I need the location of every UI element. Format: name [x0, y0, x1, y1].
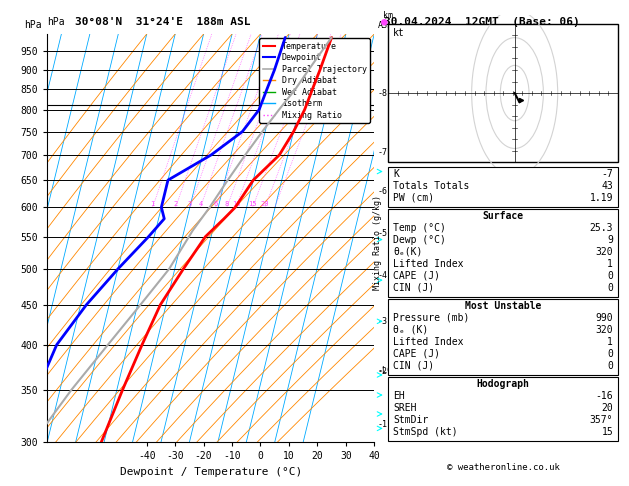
Text: 30.04.2024  12GMT  (Base: 06): 30.04.2024 12GMT (Base: 06) — [384, 17, 579, 27]
Text: K: K — [393, 169, 399, 179]
Text: 30°08'N  31°24'E  188m ASL: 30°08'N 31°24'E 188m ASL — [75, 17, 251, 27]
Text: 15: 15 — [601, 427, 613, 437]
Text: CIN (J): CIN (J) — [393, 283, 435, 293]
Text: Totals Totals: Totals Totals — [393, 181, 470, 191]
Text: 990: 990 — [596, 313, 613, 323]
X-axis label: Dewpoint / Temperature (°C): Dewpoint / Temperature (°C) — [120, 467, 302, 477]
FancyBboxPatch shape — [389, 24, 618, 162]
Text: EH: EH — [393, 391, 405, 401]
Text: -2: -2 — [377, 367, 387, 376]
Text: Pressure (mb): Pressure (mb) — [393, 313, 470, 323]
Text: Most Unstable: Most Unstable — [465, 301, 542, 311]
Text: 10: 10 — [231, 201, 240, 207]
Text: Temp (°C): Temp (°C) — [393, 223, 446, 233]
Text: Hodograph: Hodograph — [477, 379, 530, 389]
Text: 43: 43 — [601, 181, 613, 191]
Text: -1: -1 — [377, 420, 387, 429]
Text: -3: -3 — [377, 317, 387, 326]
Text: Dewp (°C): Dewp (°C) — [393, 235, 446, 245]
Text: 25.3: 25.3 — [589, 223, 613, 233]
Text: 8: 8 — [225, 201, 229, 207]
Text: km
ASL: km ASL — [377, 11, 392, 30]
Text: 0: 0 — [607, 349, 613, 359]
Text: 3: 3 — [188, 201, 192, 207]
FancyBboxPatch shape — [389, 377, 618, 441]
Text: 20: 20 — [261, 201, 269, 207]
Text: kt: kt — [393, 29, 405, 38]
Text: Surface: Surface — [482, 211, 524, 221]
Text: 1: 1 — [607, 337, 613, 347]
Text: 0: 0 — [607, 283, 613, 293]
Text: θₑ(K): θₑ(K) — [393, 247, 423, 257]
Text: Lifted Index: Lifted Index — [393, 337, 464, 347]
Text: hPa: hPa — [47, 17, 65, 27]
Text: -16: -16 — [596, 391, 613, 401]
FancyBboxPatch shape — [389, 209, 618, 296]
Text: -LCL: -LCL — [377, 366, 398, 375]
Text: Mixing Ratio (g/kg): Mixing Ratio (g/kg) — [373, 195, 382, 291]
Text: -7: -7 — [601, 169, 613, 179]
Text: CAPE (J): CAPE (J) — [393, 349, 440, 359]
Text: 0: 0 — [607, 361, 613, 371]
Text: CAPE (J): CAPE (J) — [393, 271, 440, 281]
Text: © weatheronline.co.uk: © weatheronline.co.uk — [447, 463, 560, 471]
FancyBboxPatch shape — [389, 299, 618, 375]
Text: 4: 4 — [198, 201, 203, 207]
Text: 20: 20 — [601, 403, 613, 413]
Text: 1: 1 — [607, 259, 613, 269]
Text: 1.19: 1.19 — [589, 193, 613, 203]
Text: -7: -7 — [377, 148, 387, 156]
Text: θₑ (K): θₑ (K) — [393, 325, 428, 335]
Text: PW (cm): PW (cm) — [393, 193, 435, 203]
Text: 15: 15 — [248, 201, 257, 207]
Text: StmSpd (kt): StmSpd (kt) — [393, 427, 458, 437]
Text: 1: 1 — [150, 201, 155, 207]
Text: 2: 2 — [174, 201, 178, 207]
Text: StmDir: StmDir — [393, 415, 428, 425]
Text: 9: 9 — [607, 235, 613, 245]
Text: -5: -5 — [377, 229, 387, 238]
Legend: Temperature, Dewpoint, Parcel Trajectory, Dry Adiabat, Wet Adiabat, Isotherm, Mi: Temperature, Dewpoint, Parcel Trajectory… — [259, 38, 370, 123]
Text: 320: 320 — [596, 325, 613, 335]
Text: hPa: hPa — [25, 20, 42, 30]
Text: 320: 320 — [596, 247, 613, 257]
Text: 0: 0 — [607, 271, 613, 281]
Text: ●: ● — [381, 17, 387, 27]
Text: CIN (J): CIN (J) — [393, 361, 435, 371]
Text: SREH: SREH — [393, 403, 417, 413]
FancyBboxPatch shape — [389, 167, 618, 207]
Text: Lifted Index: Lifted Index — [393, 259, 464, 269]
Text: 6: 6 — [214, 201, 218, 207]
Text: -6: -6 — [377, 188, 387, 196]
Text: 357°: 357° — [589, 415, 613, 425]
Text: -4: -4 — [377, 271, 387, 280]
Text: -8: -8 — [377, 88, 387, 98]
